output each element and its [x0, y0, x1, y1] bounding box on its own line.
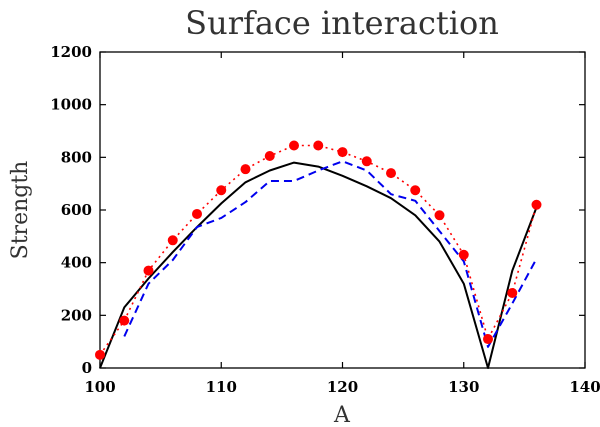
series-dotted-red-point — [167, 235, 178, 246]
series-dotted-red-point — [337, 147, 348, 158]
series-dotted-red-point — [313, 140, 324, 151]
series-dotted-red-point — [483, 334, 493, 345]
y-axis-label: Strength — [8, 161, 33, 260]
x-tick-label: 120 — [327, 378, 358, 396]
y-tick-label: 800 — [61, 148, 92, 166]
chart-title: Surface interaction — [185, 4, 499, 42]
series-dotted-red-point — [119, 315, 130, 326]
series-dotted-red-point — [192, 208, 202, 219]
y-tick-label: 1200 — [50, 43, 92, 61]
x-tick-label: 130 — [448, 378, 479, 396]
series-dotted-red-point — [240, 164, 251, 175]
series-dotted-red-point — [216, 185, 227, 196]
series-dotted-red-line — [99, 144, 538, 356]
series-dotted-red-point — [143, 265, 154, 276]
series-dotted-red-point — [410, 185, 421, 196]
plot-frame — [99, 51, 586, 369]
series-dotted-red-point — [289, 140, 299, 151]
series-dotted-red-point — [386, 168, 396, 179]
x-tick-label: 140 — [569, 378, 600, 396]
series-dotted-red-point — [507, 287, 518, 298]
y-tick-label: 200 — [61, 306, 92, 324]
series-dotted-red-point — [95, 349, 105, 360]
x-tick-label: 100 — [84, 378, 115, 396]
y-tick-label: 1000 — [50, 96, 92, 114]
series-group — [95, 140, 542, 369]
series-dotted-red-point — [531, 199, 542, 210]
series-dotted-red-point — [361, 156, 372, 167]
x-axis-label: A — [333, 403, 351, 427]
series-dotted-red-point — [434, 210, 445, 221]
y-tick-label: 400 — [61, 254, 92, 272]
series-dashed-blue-line — [123, 160, 538, 348]
series-solid-black-line — [99, 161, 538, 369]
y-tick-label: 600 — [61, 201, 92, 219]
series-dotted-red-point — [458, 249, 469, 260]
y-tick-label: 0 — [82, 359, 92, 377]
x-tick-label: 110 — [206, 378, 237, 396]
series-dotted-red-point — [264, 151, 275, 162]
axis-ticks: 100 110 120 130 140 0 200 400 600 800 1000 1200 — [50, 43, 600, 396]
